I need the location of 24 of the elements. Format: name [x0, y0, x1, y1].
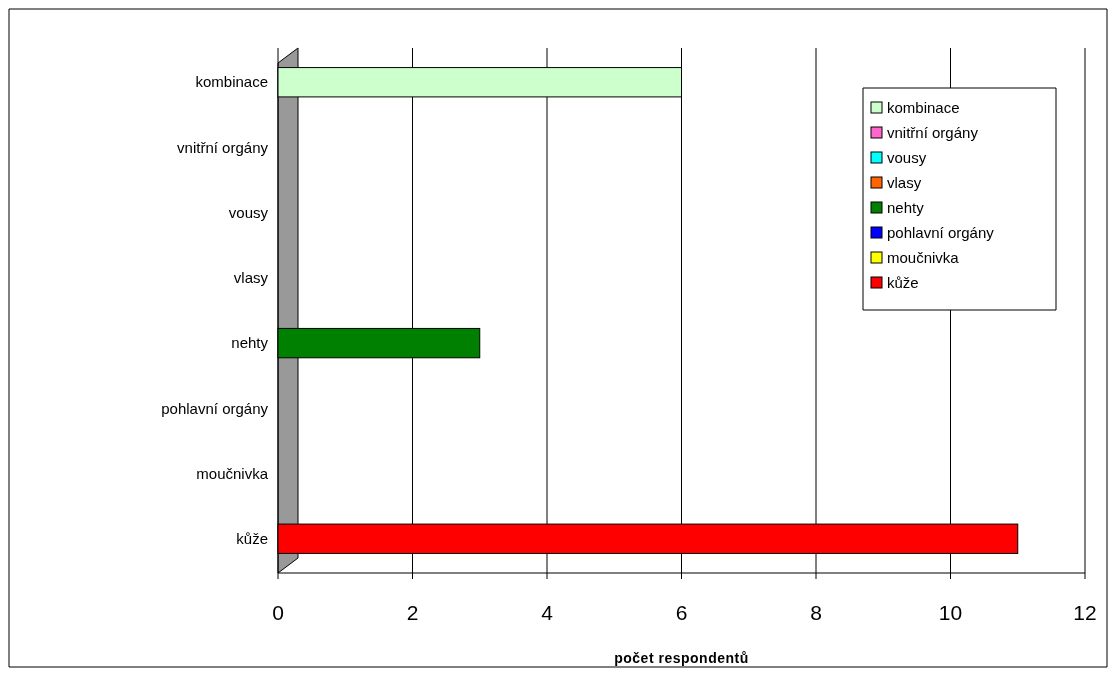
- x-tick-label: 4: [541, 601, 554, 624]
- y-tick-label: moučnivka: [196, 464, 269, 482]
- y-tick-label: vlasy: [233, 269, 269, 287]
- y-tick-label: nehty: [231, 334, 269, 352]
- x-tick-label: 2: [406, 601, 419, 624]
- y-tick-label: pohlavní orgány: [161, 399, 269, 417]
- x-tick-label: 12: [1073, 601, 1097, 624]
- legend-label: kůže: [887, 274, 919, 292]
- legend-label: vousy: [887, 149, 927, 167]
- x-tick-label: 0: [272, 601, 284, 624]
- legend-label: pohlavní orgány: [887, 224, 995, 242]
- legend-label: moučnivka: [887, 249, 960, 267]
- x-tick-label: 10: [938, 601, 963, 624]
- legend-label: nehty: [887, 199, 925, 217]
- legend-label: kombinace: [887, 99, 960, 117]
- x-axis-title: počet respondentů: [614, 650, 749, 666]
- y-tick-label: vousy: [228, 203, 269, 221]
- x-tick-label: 8: [810, 601, 822, 624]
- legend-label: vlasy: [887, 174, 922, 192]
- y-tick-label: kombinace: [195, 73, 268, 91]
- x-tick-label: 6: [675, 601, 688, 624]
- y-tick-label: kůže: [236, 530, 268, 548]
- legend-label: vnitřní orgány: [887, 124, 979, 142]
- y-tick-label: vnitřní orgány: [177, 138, 269, 156]
